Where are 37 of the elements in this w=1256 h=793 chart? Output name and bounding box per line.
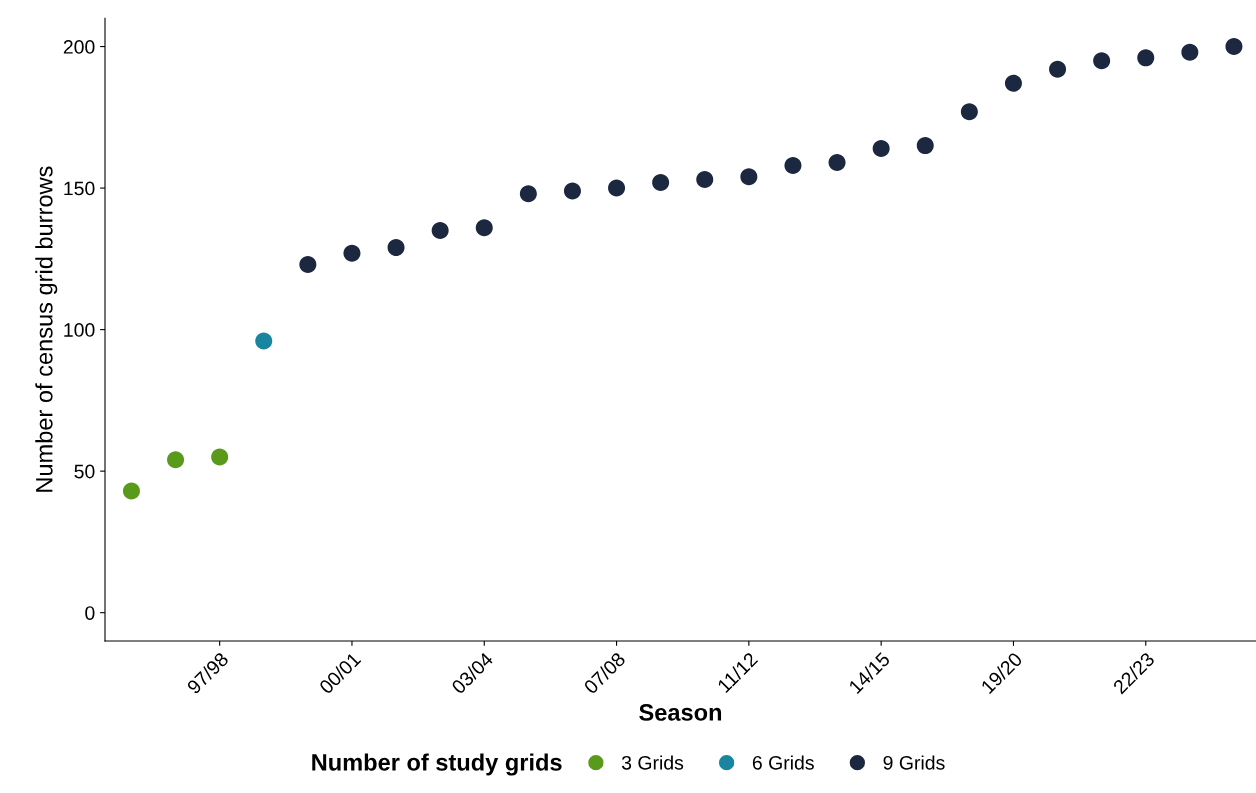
y-tick-label: 50	[74, 464, 95, 479]
point	[1049, 60, 1067, 78]
point	[696, 171, 714, 189]
legend-label: 9 Grids	[883, 755, 945, 770]
y-tick-label: 100	[64, 323, 95, 337]
point	[608, 179, 626, 197]
point	[122, 482, 140, 500]
point	[828, 154, 846, 172]
point	[255, 332, 273, 350]
y-tick-label: 150	[64, 181, 95, 196]
point	[740, 168, 758, 186]
point	[299, 256, 317, 274]
x-axis-title: Season	[639, 704, 722, 721]
point	[1093, 52, 1111, 70]
legend-title: Number of study grids	[312, 753, 562, 776]
point	[211, 448, 229, 466]
point	[519, 185, 537, 203]
point	[475, 219, 493, 237]
point	[1225, 38, 1243, 56]
y-axis-title: Number of census grid burrows	[35, 166, 58, 492]
point	[916, 137, 934, 155]
point	[1137, 49, 1155, 67]
point	[872, 139, 890, 157]
point	[563, 182, 581, 200]
legend-label: 6 Grids	[752, 755, 814, 770]
point	[167, 451, 185, 469]
point	[343, 244, 361, 262]
point	[431, 222, 449, 240]
y-tick-label: 200	[63, 40, 95, 54]
legend-label: 3 Grids	[621, 755, 684, 770]
point	[1004, 74, 1022, 92]
point	[652, 173, 670, 191]
point	[784, 156, 802, 174]
point	[387, 239, 405, 257]
point	[960, 103, 978, 121]
point	[1181, 43, 1199, 61]
y-tick-label: 0	[85, 606, 95, 620]
